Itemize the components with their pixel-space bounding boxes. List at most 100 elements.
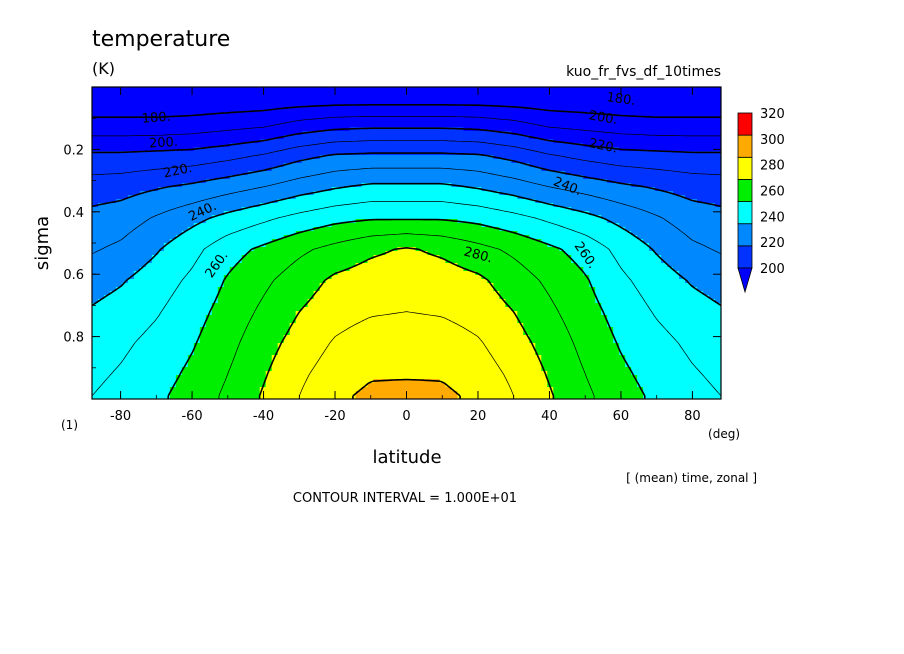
field-cell xyxy=(637,223,644,228)
field-cell xyxy=(487,147,494,152)
field-cell xyxy=(409,227,417,232)
field-cell xyxy=(205,151,213,156)
field-cell xyxy=(565,223,572,228)
field-cell xyxy=(379,267,387,272)
field-cell xyxy=(415,119,423,124)
field-cell xyxy=(703,239,710,244)
field-cell xyxy=(505,199,512,204)
field-cell xyxy=(367,95,375,100)
field-cell xyxy=(211,191,219,196)
field-cell xyxy=(265,247,273,252)
field-cell xyxy=(205,267,213,272)
field-cell xyxy=(145,191,153,196)
field-cell xyxy=(409,239,417,244)
field-cell xyxy=(199,191,207,196)
field-cell xyxy=(295,139,303,144)
field-cell xyxy=(523,259,530,264)
field-cell xyxy=(409,123,417,128)
field-cell xyxy=(637,271,644,276)
field-cell xyxy=(355,267,363,272)
field-cell xyxy=(373,227,381,232)
field-cell xyxy=(205,119,213,124)
field-cell xyxy=(271,135,279,140)
field-cell xyxy=(301,255,309,260)
field-cell xyxy=(649,159,656,164)
field-cell xyxy=(421,155,429,160)
field-cell xyxy=(223,147,231,152)
field-cell xyxy=(163,219,171,224)
field-cell xyxy=(241,183,249,188)
field-cell xyxy=(307,223,315,228)
field-cell xyxy=(271,179,279,184)
field-cell xyxy=(343,123,351,128)
field-cell xyxy=(301,87,309,92)
field-cell xyxy=(397,231,405,236)
field-cell xyxy=(487,107,494,112)
field-cell xyxy=(583,147,590,152)
field-cell xyxy=(547,207,554,212)
field-cell xyxy=(463,147,470,152)
field-cell xyxy=(265,235,273,240)
field-cell xyxy=(361,207,369,212)
field-cell xyxy=(259,115,267,120)
field-cell xyxy=(487,143,494,148)
field-cell xyxy=(331,167,339,172)
field-cell xyxy=(403,111,411,116)
field-cell xyxy=(715,167,721,172)
field-cell xyxy=(409,171,417,176)
field-cell xyxy=(361,135,369,140)
field-cell xyxy=(169,239,177,244)
field-cell xyxy=(607,143,614,148)
field-cell xyxy=(643,175,650,180)
field-cell xyxy=(361,199,369,204)
field-cell xyxy=(259,119,267,124)
field-cell xyxy=(661,227,668,232)
field-cell xyxy=(295,147,303,152)
field-cell xyxy=(151,207,159,212)
field-cell xyxy=(421,239,429,244)
field-cell xyxy=(547,247,554,252)
field-cell xyxy=(433,99,441,104)
field-cell xyxy=(385,267,393,272)
field-cell xyxy=(649,235,656,240)
field-cell xyxy=(631,179,638,184)
field-cell xyxy=(433,147,441,152)
field-cell xyxy=(421,143,429,148)
field-cell xyxy=(691,167,698,172)
field-cell xyxy=(145,199,153,204)
field-cell xyxy=(607,191,614,196)
field-cell xyxy=(397,235,405,240)
field-cell xyxy=(175,251,183,256)
field-cell xyxy=(367,215,375,220)
field-cell xyxy=(289,275,297,280)
field-cell xyxy=(151,243,159,248)
field-cell xyxy=(397,175,405,180)
field-cell xyxy=(403,115,411,120)
field-cell xyxy=(481,107,488,112)
field-cell xyxy=(241,231,249,236)
field-cell xyxy=(679,215,686,220)
field-cell xyxy=(163,123,171,128)
field-cell xyxy=(193,251,201,256)
field-cell xyxy=(259,159,267,164)
field-cell xyxy=(361,195,369,200)
field-cell xyxy=(649,211,656,216)
field-cell xyxy=(559,119,566,124)
field-cell xyxy=(589,171,596,176)
field-cell xyxy=(241,111,249,116)
field-cell xyxy=(541,199,548,204)
field-cell xyxy=(187,255,195,260)
field-cell xyxy=(181,219,189,224)
field-cell xyxy=(379,115,387,120)
field-cell xyxy=(445,139,453,144)
field-cell xyxy=(529,235,536,240)
field-cell xyxy=(97,131,105,136)
field-cell xyxy=(499,251,506,256)
field-cell xyxy=(601,107,608,112)
field-cell xyxy=(661,175,668,180)
field-cell xyxy=(649,227,656,232)
field-cell xyxy=(505,167,512,172)
field-cell xyxy=(679,211,686,216)
field-cell xyxy=(253,91,261,96)
field-cell xyxy=(373,255,381,260)
